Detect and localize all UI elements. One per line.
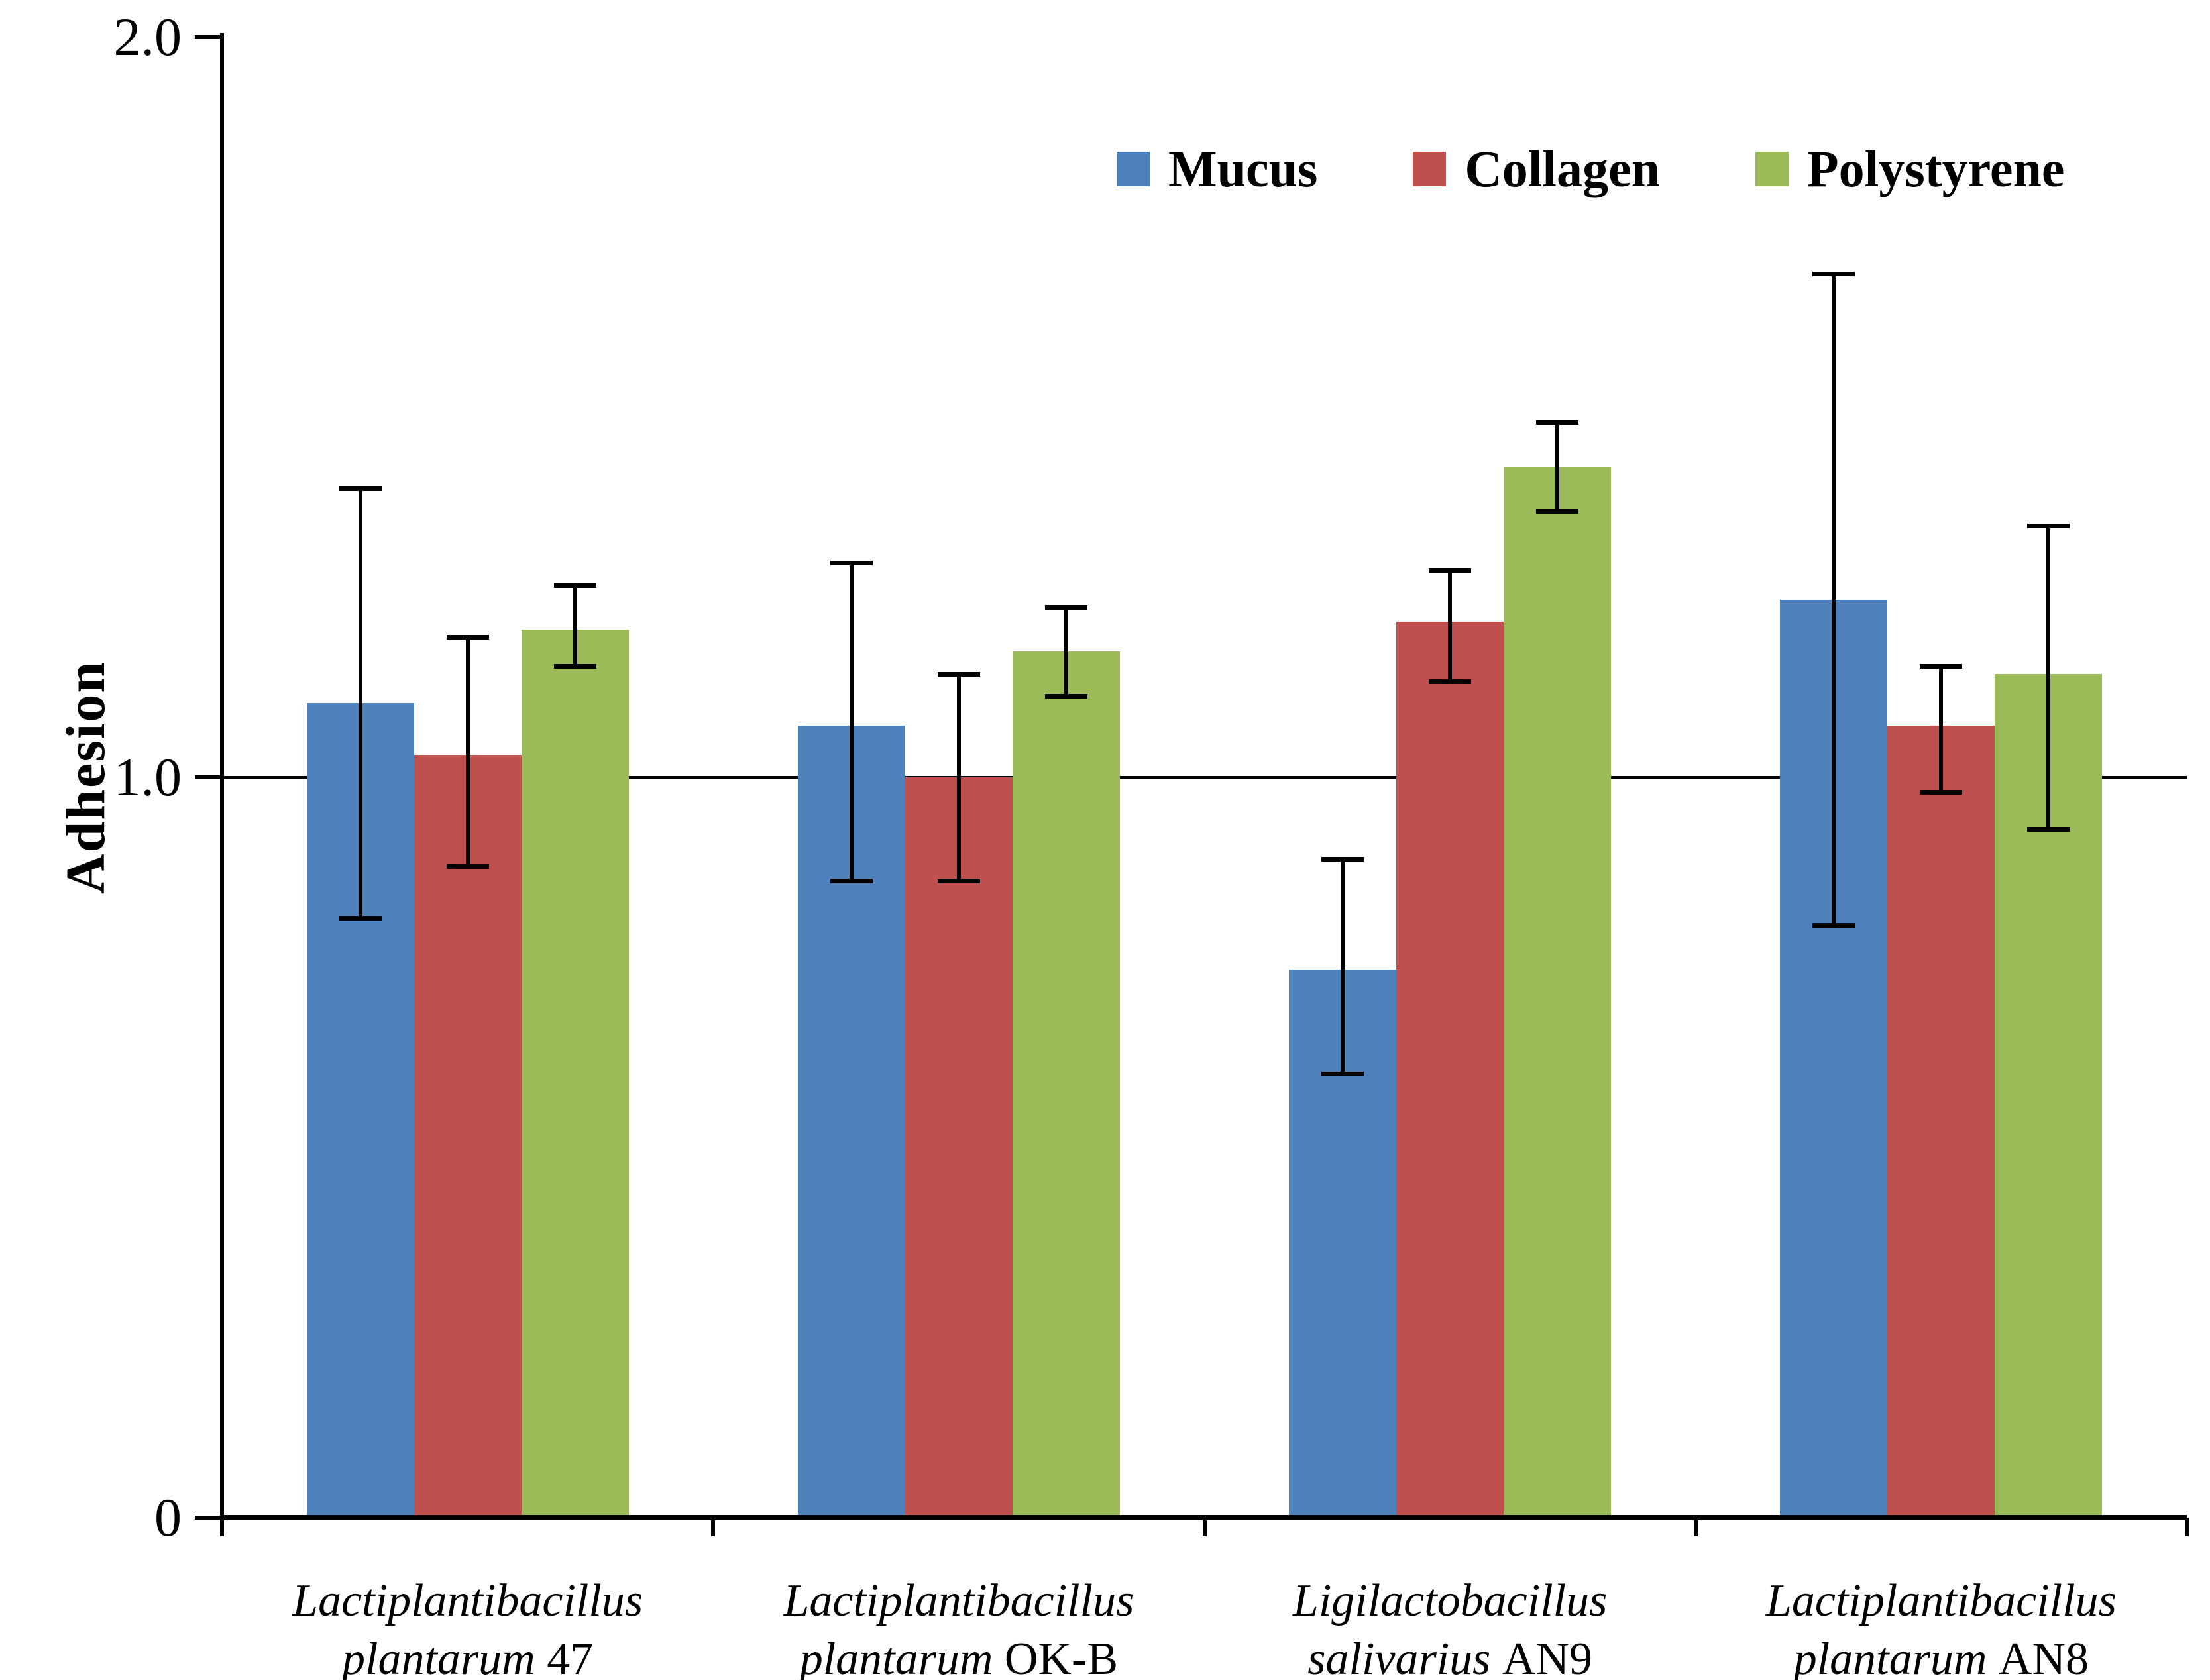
errorbar-cap-top-polystyrene-group2 — [1044, 605, 1087, 610]
x-tick-1 — [711, 1518, 716, 1536]
errorbar-cap-top-mucus-group2 — [830, 561, 873, 566]
y-tick-0 — [195, 1516, 220, 1520]
category-strain-code: OK-B — [1004, 1634, 1119, 1680]
legend-item-mucus: Mucus — [1117, 139, 1317, 199]
errorbar-cap-bottom-collagen-group1 — [446, 864, 489, 869]
category-genus: Lactiplantibacillus — [292, 1575, 643, 1626]
category-label-group1: Lactiplantibacillus plantarum 47 — [223, 1572, 713, 1680]
errorbar-collagen-group3 — [1448, 570, 1453, 681]
errorbar-cap-bottom-polystyrene-group4 — [2027, 827, 2070, 832]
category-label-group3: Ligilactobacillus salivarius AN9 — [1205, 1572, 1695, 1680]
errorbar-cap-bottom-mucus-group4 — [1812, 923, 1855, 928]
errorbar-polystyrene-group2 — [1064, 607, 1068, 697]
x-tick-0 — [220, 1518, 224, 1536]
legend-item-collagen: Collagen — [1413, 139, 1660, 199]
legend-label-polystyrene: Polystyrene — [1807, 140, 2065, 197]
errorbar-cap-top-collagen-group3 — [1429, 568, 1472, 573]
category-label-group4: Lactiplantibacillus plantarum AN8 — [1696, 1572, 2186, 1680]
category-species: plantarum — [1793, 1634, 1987, 1680]
y-tick-1.0 — [195, 775, 220, 779]
errorbar-cap-top-mucus-group4 — [1812, 272, 1855, 277]
errorbar-polystyrene-group4 — [2046, 526, 2051, 830]
errorbar-cap-top-mucus-group1 — [339, 486, 382, 492]
bar-collagen-group1 — [414, 755, 522, 1518]
category-species-strain: salivarius AN9 — [1205, 1630, 1695, 1680]
errorbar-cap-bottom-polystyrene-group1 — [553, 664, 596, 669]
category-strain-code: 47 — [547, 1634, 594, 1680]
legend-swatch-polystyrene — [1755, 152, 1789, 186]
legend-label-collagen: Collagen — [1464, 140, 1661, 197]
y-axis-line — [220, 33, 224, 1520]
errorbar-cap-bottom-mucus-group3 — [1321, 1071, 1364, 1076]
errorbar-cap-top-collagen-group1 — [446, 634, 489, 640]
category-species-strain: plantarum AN8 — [1696, 1630, 2186, 1680]
x-tick-4 — [2185, 1518, 2189, 1536]
errorbar-collagen-group2 — [956, 673, 961, 881]
errorbar-cap-bottom-mucus-group1 — [339, 916, 382, 921]
errorbar-cap-top-collagen-group2 — [937, 671, 980, 677]
errorbar-cap-top-collagen-group4 — [1920, 664, 1963, 669]
errorbar-cap-bottom-mucus-group2 — [830, 879, 873, 884]
category-species: plantarum — [799, 1634, 993, 1680]
legend: Mucus Collagen Polystyrene — [1117, 139, 2065, 199]
errorbar-polystyrene-group3 — [1555, 421, 1560, 511]
legend-item-polystyrene: Polystyrene — [1755, 139, 2065, 199]
category-genus: Lactiplantibacillus — [1765, 1575, 2117, 1626]
errorbar-mucus-group3 — [1341, 858, 1345, 1074]
legend-swatch-collagen — [1413, 152, 1447, 186]
legend-label-mucus: Mucus — [1168, 140, 1318, 197]
legend-swatch-mucus — [1117, 152, 1150, 186]
category-label-group2: Lactiplantibacillus plantarum OK-B — [714, 1572, 1204, 1680]
errorbar-cap-bottom-collagen-group2 — [937, 879, 980, 884]
x-tick-2 — [1202, 1518, 1207, 1536]
y-tick-label-0: 0 — [154, 1487, 182, 1547]
errorbar-mucus-group4 — [1832, 274, 1836, 926]
category-species-strain: plantarum 47 — [223, 1630, 713, 1680]
category-strain-code: AN8 — [1998, 1634, 2089, 1680]
category-species: salivarius — [1307, 1634, 1491, 1680]
bar-polystyrene-group1 — [521, 629, 629, 1518]
bar-polystyrene-group3 — [1504, 466, 1612, 1518]
errorbar-cap-bottom-collagen-group4 — [1920, 790, 1963, 795]
errorbar-polystyrene-group1 — [573, 585, 577, 667]
y-tick-label-2.0: 2.0 — [113, 7, 182, 67]
reference-line-1.0 — [222, 776, 2187, 779]
errorbar-cap-top-polystyrene-group1 — [553, 583, 596, 588]
bar-polystyrene-group2 — [1012, 651, 1120, 1518]
errorbar-collagen-group1 — [465, 636, 470, 867]
category-species: plantarum — [342, 1634, 535, 1680]
y-tick-label-1.0: 1.0 — [113, 747, 182, 807]
errorbar-cap-top-polystyrene-group4 — [2027, 524, 2070, 529]
errorbar-cap-bottom-collagen-group3 — [1429, 679, 1472, 684]
category-species-strain: plantarum OK-B — [714, 1630, 1204, 1680]
bar-collagen-group2 — [905, 777, 1013, 1518]
category-genus: Ligilactobacillus — [1292, 1575, 1608, 1626]
errorbar-mucus-group1 — [358, 488, 362, 919]
errorbar-cap-top-mucus-group3 — [1321, 856, 1364, 862]
errorbar-collagen-group4 — [1939, 666, 1944, 793]
errorbar-cap-top-polystyrene-group3 — [1536, 420, 1579, 425]
bar-collagen-group3 — [1396, 622, 1504, 1518]
category-genus: Lactiplantibacillus — [783, 1575, 1134, 1626]
y-tick-2.0 — [195, 35, 220, 39]
x-tick-3 — [1693, 1518, 1698, 1536]
bar-collagen-group4 — [1887, 725, 1995, 1518]
category-strain-code: AN9 — [1502, 1634, 1592, 1680]
errorbar-mucus-group2 — [849, 563, 854, 881]
errorbar-cap-bottom-polystyrene-group3 — [1536, 508, 1579, 514]
errorbar-cap-bottom-polystyrene-group2 — [1044, 694, 1087, 699]
